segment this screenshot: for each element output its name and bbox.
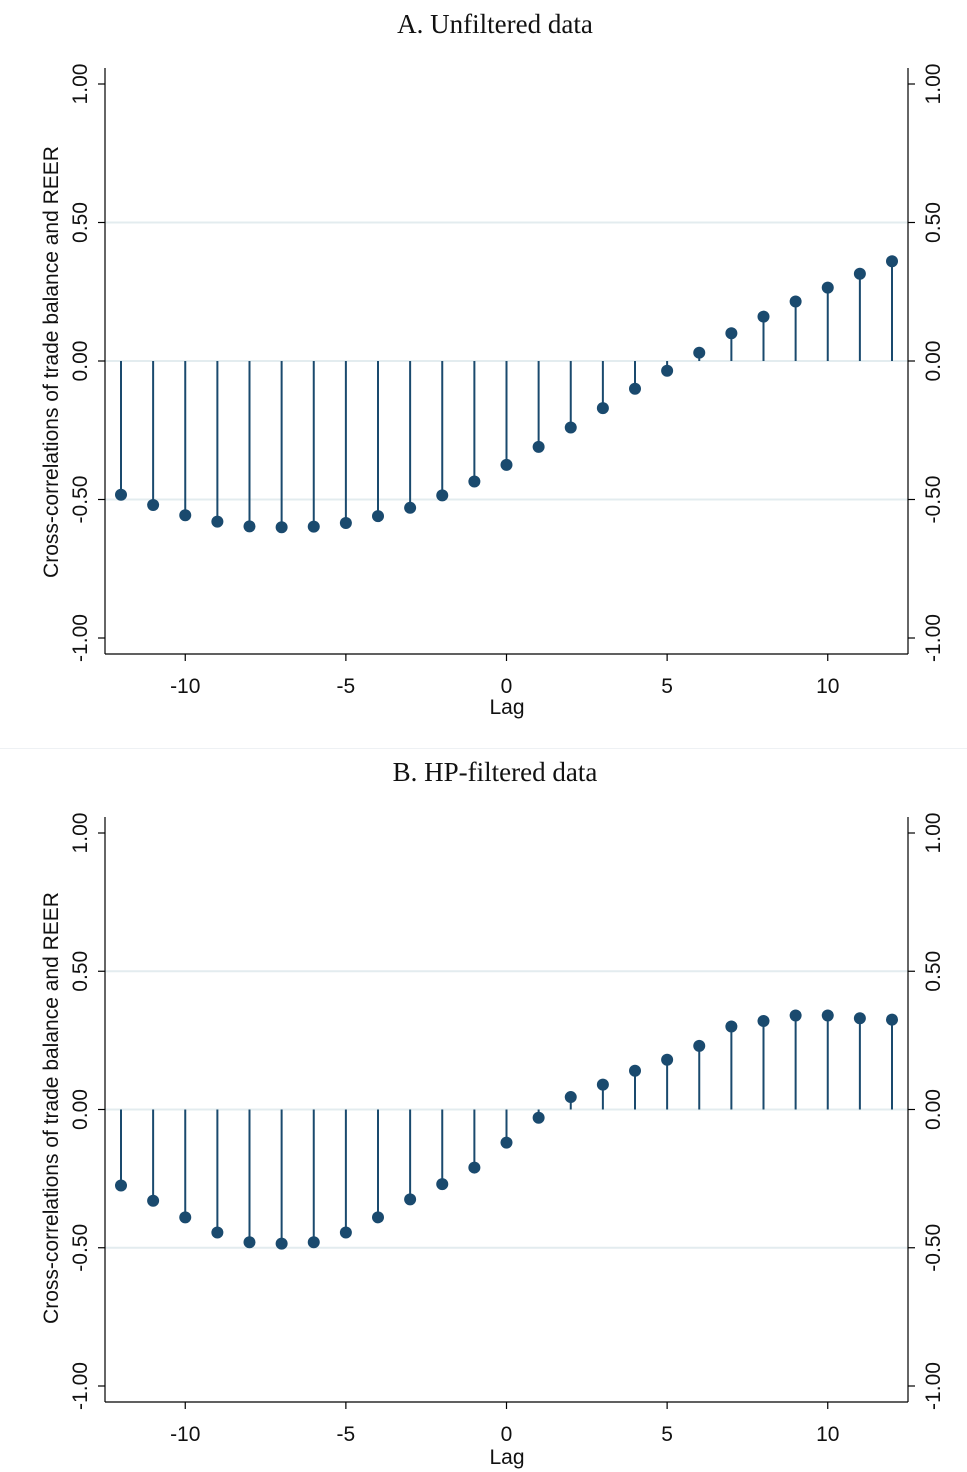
panel-separator — [0, 748, 967, 749]
chart-b-svg: B. HP-filtered data Lag Cross-correlatio… — [40, 757, 945, 1469]
stem-marker — [693, 346, 706, 359]
stem-marker — [661, 1053, 674, 1066]
y-tick-label-left: 0.50 — [69, 202, 92, 243]
stem-marker — [693, 1039, 706, 1052]
stem-marker — [404, 1193, 417, 1206]
stem-marker — [532, 1111, 545, 1124]
y-tick-label-left: 1.00 — [69, 813, 92, 854]
stem-marker — [372, 510, 384, 523]
x-tick-label: 10 — [816, 1423, 839, 1446]
stem-marker — [886, 255, 898, 268]
stem-marker — [179, 1211, 192, 1224]
stem-marker — [853, 1012, 866, 1025]
plot-layer: -1.00 -1.00 -0.50 -0.50 0.00 0.00 0.50 0.50 1.00… — [69, 813, 945, 1446]
stem-marker — [596, 402, 609, 415]
stem-marker — [307, 1236, 320, 1249]
stem-marker — [115, 488, 127, 501]
stem-marker — [372, 1211, 384, 1224]
stem-marker — [211, 515, 224, 528]
x-tick-label: 5 — [661, 1423, 673, 1446]
stem-marker — [725, 327, 738, 340]
stem-marker — [564, 1091, 577, 1104]
stem-marker — [243, 520, 256, 533]
x-tick-label: -5 — [337, 1423, 356, 1446]
stem-marker — [179, 509, 192, 522]
stem-marker — [821, 1009, 834, 1022]
stem-marker — [468, 1161, 481, 1174]
y-tick-label-left: -0.50 — [69, 476, 92, 524]
stem-marker — [757, 1015, 770, 1028]
stem-marker — [853, 267, 866, 280]
stem-marker — [725, 1020, 738, 1033]
stem-marker — [757, 310, 770, 323]
y-tick-label-left: 0.00 — [69, 1089, 92, 1130]
stem-marker — [211, 1226, 224, 1239]
plot-layer: -1.00 -1.00 -0.50 -0.50 0.00 0.00 0.50 0.50 1.00… — [69, 64, 945, 698]
y-tick-label-right: -1.00 — [922, 614, 945, 662]
y-tick-label-left: -0.50 — [69, 1224, 92, 1272]
stem-marker — [436, 1178, 449, 1191]
stem-marker — [629, 1064, 641, 1077]
stem-marker — [339, 1226, 352, 1239]
stem-marker — [500, 458, 513, 471]
y-tick-label-left: -1.00 — [69, 1362, 92, 1410]
stem-marker — [339, 517, 352, 530]
stem-marker — [532, 440, 545, 453]
x-axis-label: Lag — [489, 696, 524, 719]
stem-marker — [307, 520, 320, 533]
y-tick-label-right: -0.50 — [922, 476, 945, 524]
chart-title: B. HP-filtered data — [393, 757, 598, 787]
chart-panel-b: B. HP-filtered data Lag Cross-correlatio… — [0, 736, 967, 1472]
y-tick-label-right: -1.00 — [922, 1362, 945, 1410]
stem-marker — [147, 499, 160, 512]
stem-marker — [275, 521, 288, 534]
stem-marker — [564, 421, 577, 434]
y-tick-label-right: 0.00 — [922, 1089, 945, 1130]
chart-a-svg: A. Unfiltered data Lag Cross-correlation… — [40, 9, 945, 719]
x-tick-label: -10 — [170, 675, 200, 698]
x-tick-label: -5 — [337, 675, 356, 698]
y-axis-label: Cross-correlations of trade balance and … — [40, 146, 63, 578]
chart-title: A. Unfiltered data — [397, 9, 593, 39]
x-tick-label: 10 — [816, 675, 839, 698]
y-tick-label-right: 1.00 — [922, 64, 945, 105]
stem-marker — [661, 364, 674, 377]
x-tick-label: 0 — [501, 675, 513, 698]
stem-marker — [789, 1009, 802, 1022]
y-tick-label-right: 1.00 — [922, 813, 945, 854]
stem-marker — [468, 475, 481, 488]
x-tick-label: 5 — [661, 675, 673, 698]
x-tick-label: 0 — [501, 1423, 513, 1446]
y-tick-label-right: 0.50 — [922, 951, 945, 992]
stem-marker — [147, 1194, 160, 1207]
y-tick-label-left: -1.00 — [69, 614, 92, 662]
x-axis-label: Lag — [489, 1446, 524, 1469]
stem-marker — [436, 489, 449, 502]
stem-marker — [243, 1236, 256, 1249]
stem-marker — [404, 501, 417, 514]
y-tick-label-right: 0.00 — [922, 341, 945, 382]
stem-marker — [629, 382, 641, 395]
chart-panel-a: A. Unfiltered data Lag Cross-correlation… — [40, 9, 945, 719]
stem-marker — [115, 1179, 127, 1192]
stem-marker — [596, 1078, 609, 1091]
y-tick-label-right: -0.50 — [922, 1224, 945, 1272]
stem-marker — [821, 281, 834, 294]
x-tick-label: -10 — [170, 1423, 200, 1446]
y-tick-label-left: 0.50 — [69, 951, 92, 992]
y-tick-label-right: 0.50 — [922, 202, 945, 243]
y-axis-label: Cross-correlations of trade balance and … — [40, 892, 63, 1324]
y-tick-label-left: 1.00 — [69, 64, 92, 105]
stem-marker — [275, 1237, 288, 1250]
y-tick-label-left: 0.00 — [69, 341, 92, 382]
stem-marker — [500, 1136, 513, 1149]
stem-marker — [886, 1013, 898, 1026]
stem-marker — [789, 295, 802, 308]
